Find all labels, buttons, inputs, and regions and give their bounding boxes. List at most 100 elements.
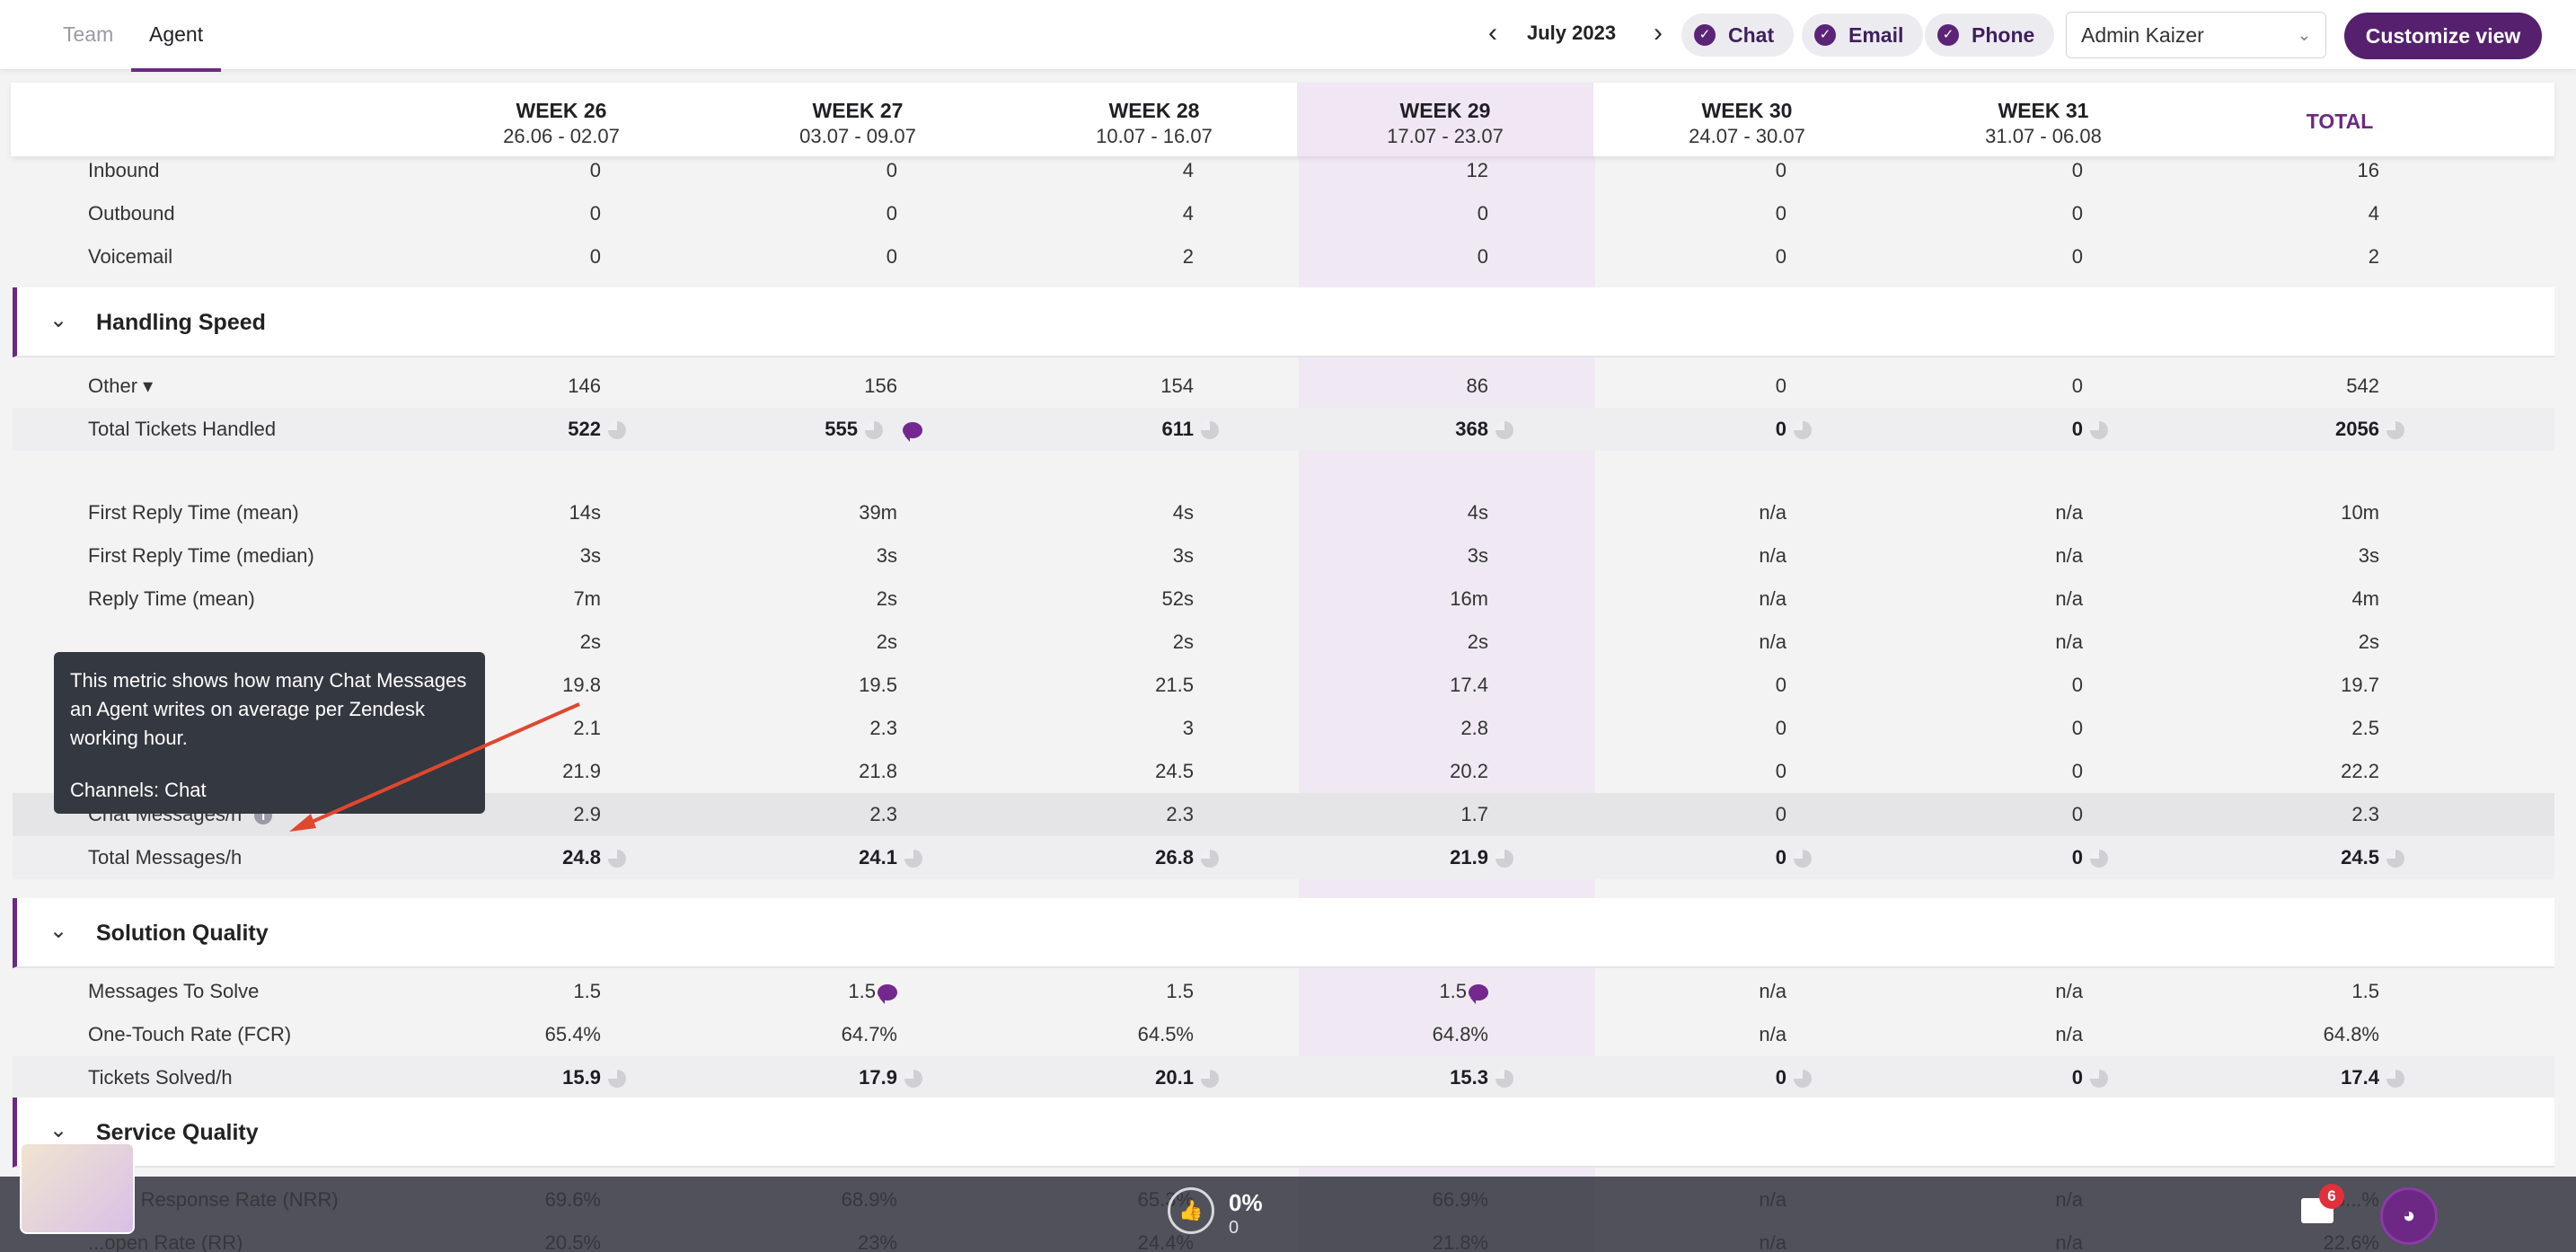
channel-filter-phone[interactable]: ✓ Phone	[1925, 13, 2055, 57]
table-cell: 2.3	[790, 793, 897, 836]
customize-view-button[interactable]: Customize view	[2344, 13, 2542, 59]
pie-chart-icon[interactable]	[904, 1070, 922, 1089]
pie-chart-icon[interactable]	[1201, 1070, 1219, 1089]
tab-team[interactable]: Team	[63, 22, 114, 46]
next-month-button[interactable]: ›	[1654, 18, 1663, 48]
table-cell: 0	[1679, 365, 1786, 408]
row-label: Outbound	[88, 192, 175, 235]
week-column-header: WEEK 28 10.07 - 16.07	[1006, 83, 1302, 156]
cell-value: 15.9	[562, 1066, 601, 1089]
pie-chart-icon[interactable]	[608, 1070, 626, 1089]
cell-value: 21.9	[562, 760, 601, 782]
table-row: Voicemail 0 0 2 0 0 0 2	[13, 235, 2554, 278]
pie-chart-icon[interactable]	[2386, 421, 2404, 440]
cell-value: 65.4%	[544, 1023, 601, 1045]
section-title: Service Quality	[96, 1120, 259, 1145]
table-cell: 4	[2272, 192, 2379, 235]
pie-chart-icon[interactable]	[2090, 421, 2108, 440]
table-cell: n/a	[1679, 534, 1786, 578]
table-cell: 4m	[2272, 578, 2379, 621]
row-label-text: Total Messages/h	[88, 846, 243, 868]
pie-chart-icon[interactable]	[1201, 850, 1219, 868]
cell-value: 17.4	[2341, 1066, 2379, 1089]
table-cell: 16m	[1381, 578, 1488, 621]
pie-chart-icon[interactable]	[2090, 850, 2108, 868]
cell-value: n/a	[1759, 980, 1786, 1002]
pie-chart-icon[interactable]	[865, 421, 883, 440]
previous-month-button[interactable]: ‹	[1488, 18, 1497, 48]
avatar[interactable]: ◕	[2380, 1187, 2438, 1245]
chevron-down-icon[interactable]: ⌄	[49, 919, 68, 943]
cell-value: 522	[568, 418, 601, 440]
table-cell: 0	[790, 149, 897, 192]
tab-agent[interactable]: Agent	[131, 0, 222, 72]
table-cell: 12	[1381, 149, 1488, 192]
pie-chart-icon[interactable]	[1794, 1070, 1812, 1089]
pie-chart-icon[interactable]	[2386, 850, 2404, 868]
table-cell: n/a	[1975, 1013, 2083, 1056]
pie-chart-icon[interactable]	[1794, 850, 1812, 868]
row-label: First Reply Time (mean)	[88, 491, 299, 534]
table-cell: 3s	[1086, 534, 1194, 578]
chevron-down-icon[interactable]: ⌄	[49, 308, 68, 332]
channel-filter-chat[interactable]: ✓ Chat	[1681, 13, 1795, 57]
table-cell: 154	[1086, 365, 1194, 408]
table-cell: 2s	[493, 621, 601, 664]
chevron-down-icon: ⌄	[2297, 26, 2311, 44]
table-cell: 19.5	[790, 664, 897, 707]
channel-chat-label: Chat	[1728, 22, 1775, 47]
table-cell: n/a	[1679, 1013, 1786, 1056]
pie-chart-icon[interactable]	[1495, 421, 1513, 440]
table-cell: 21.5	[1086, 664, 1194, 707]
pie-chart-icon[interactable]	[1794, 421, 1812, 440]
row-label-text: Inbound	[88, 159, 160, 181]
section-header[interactable]: ⌄ Service Quality	[13, 1098, 2554, 1168]
table-cell: 2s	[790, 621, 897, 664]
channel-filter-email[interactable]: ✓ Email	[1802, 13, 1924, 57]
row-label: Other ▾	[88, 365, 153, 408]
mail-badge: 6	[2319, 1184, 2344, 1209]
pie-chart-icon[interactable]	[2386, 1070, 2404, 1089]
agent-select[interactable]: Admin Kaizer ⌄	[2066, 12, 2326, 58]
table-row: 21.9 21.8 24.5 20.2 0 0 22.2	[13, 750, 2554, 793]
pie-chart-icon[interactable]	[1201, 421, 1219, 440]
week-name: WEEK 27	[812, 99, 904, 122]
cell-value: 20.2	[1450, 760, 1488, 782]
cell-value: 22.2	[2341, 760, 2379, 782]
cell-value: n/a	[1759, 1023, 1786, 1045]
table-cell: 2.5	[2272, 707, 2379, 750]
table-cell: 4	[1086, 149, 1194, 192]
pie-chart-icon[interactable]	[608, 421, 626, 440]
thumbs-up-icon[interactable]: 👍	[1168, 1187, 1214, 1234]
progress-value: 0%	[1229, 1189, 1263, 1216]
cell-value: 1.5	[573, 980, 601, 1002]
pie-chart-icon[interactable]	[608, 850, 626, 868]
table-cell: 0	[1679, 149, 1786, 192]
comment-bubble-icon[interactable]	[1469, 984, 1488, 1005]
table-cell: 0	[790, 235, 897, 278]
pie-chart-icon[interactable]	[1495, 850, 1513, 868]
table-cell: 0	[1679, 750, 1786, 793]
pie-chart-icon[interactable]	[2090, 1070, 2108, 1089]
pie-chart-icon[interactable]	[1495, 1070, 1513, 1089]
cell-value: 4	[1182, 202, 1194, 225]
table-cell: 542	[2272, 365, 2379, 408]
chevron-down-icon[interactable]: ⌄	[49, 1118, 68, 1142]
comment-bubble-icon[interactable]	[878, 984, 897, 1005]
cell-value: 0	[886, 202, 897, 225]
cell-value: 2s	[2358, 630, 2379, 653]
row-label-text: Total Tickets Handled	[88, 418, 277, 440]
cell-value: n/a	[2055, 980, 2083, 1002]
cell-value: 0	[1775, 846, 1786, 868]
table-cell: 1.5	[493, 970, 601, 1013]
video-thumbnail[interactable]	[20, 1142, 135, 1234]
comment-bubble-icon[interactable]	[903, 422, 922, 443]
section-header[interactable]: ⌄ Handling Speed	[13, 287, 2554, 357]
bottom-overlay-bar	[0, 1177, 2576, 1252]
table-cell: 22.2	[2272, 750, 2379, 793]
section-header[interactable]: ⌄ Solution Quality	[13, 898, 2554, 968]
pie-chart-icon[interactable]	[904, 850, 922, 868]
table-cell: 24.5	[2297, 836, 2404, 879]
table-row: Messages To Solve 1.5 1.5 1.5 1.5 n/a n/a 1.5	[13, 970, 2554, 1013]
table-row: One-Touch Rate (FCR) 65.4% 64.7% 64.5% 64.8%…	[13, 1013, 2554, 1056]
